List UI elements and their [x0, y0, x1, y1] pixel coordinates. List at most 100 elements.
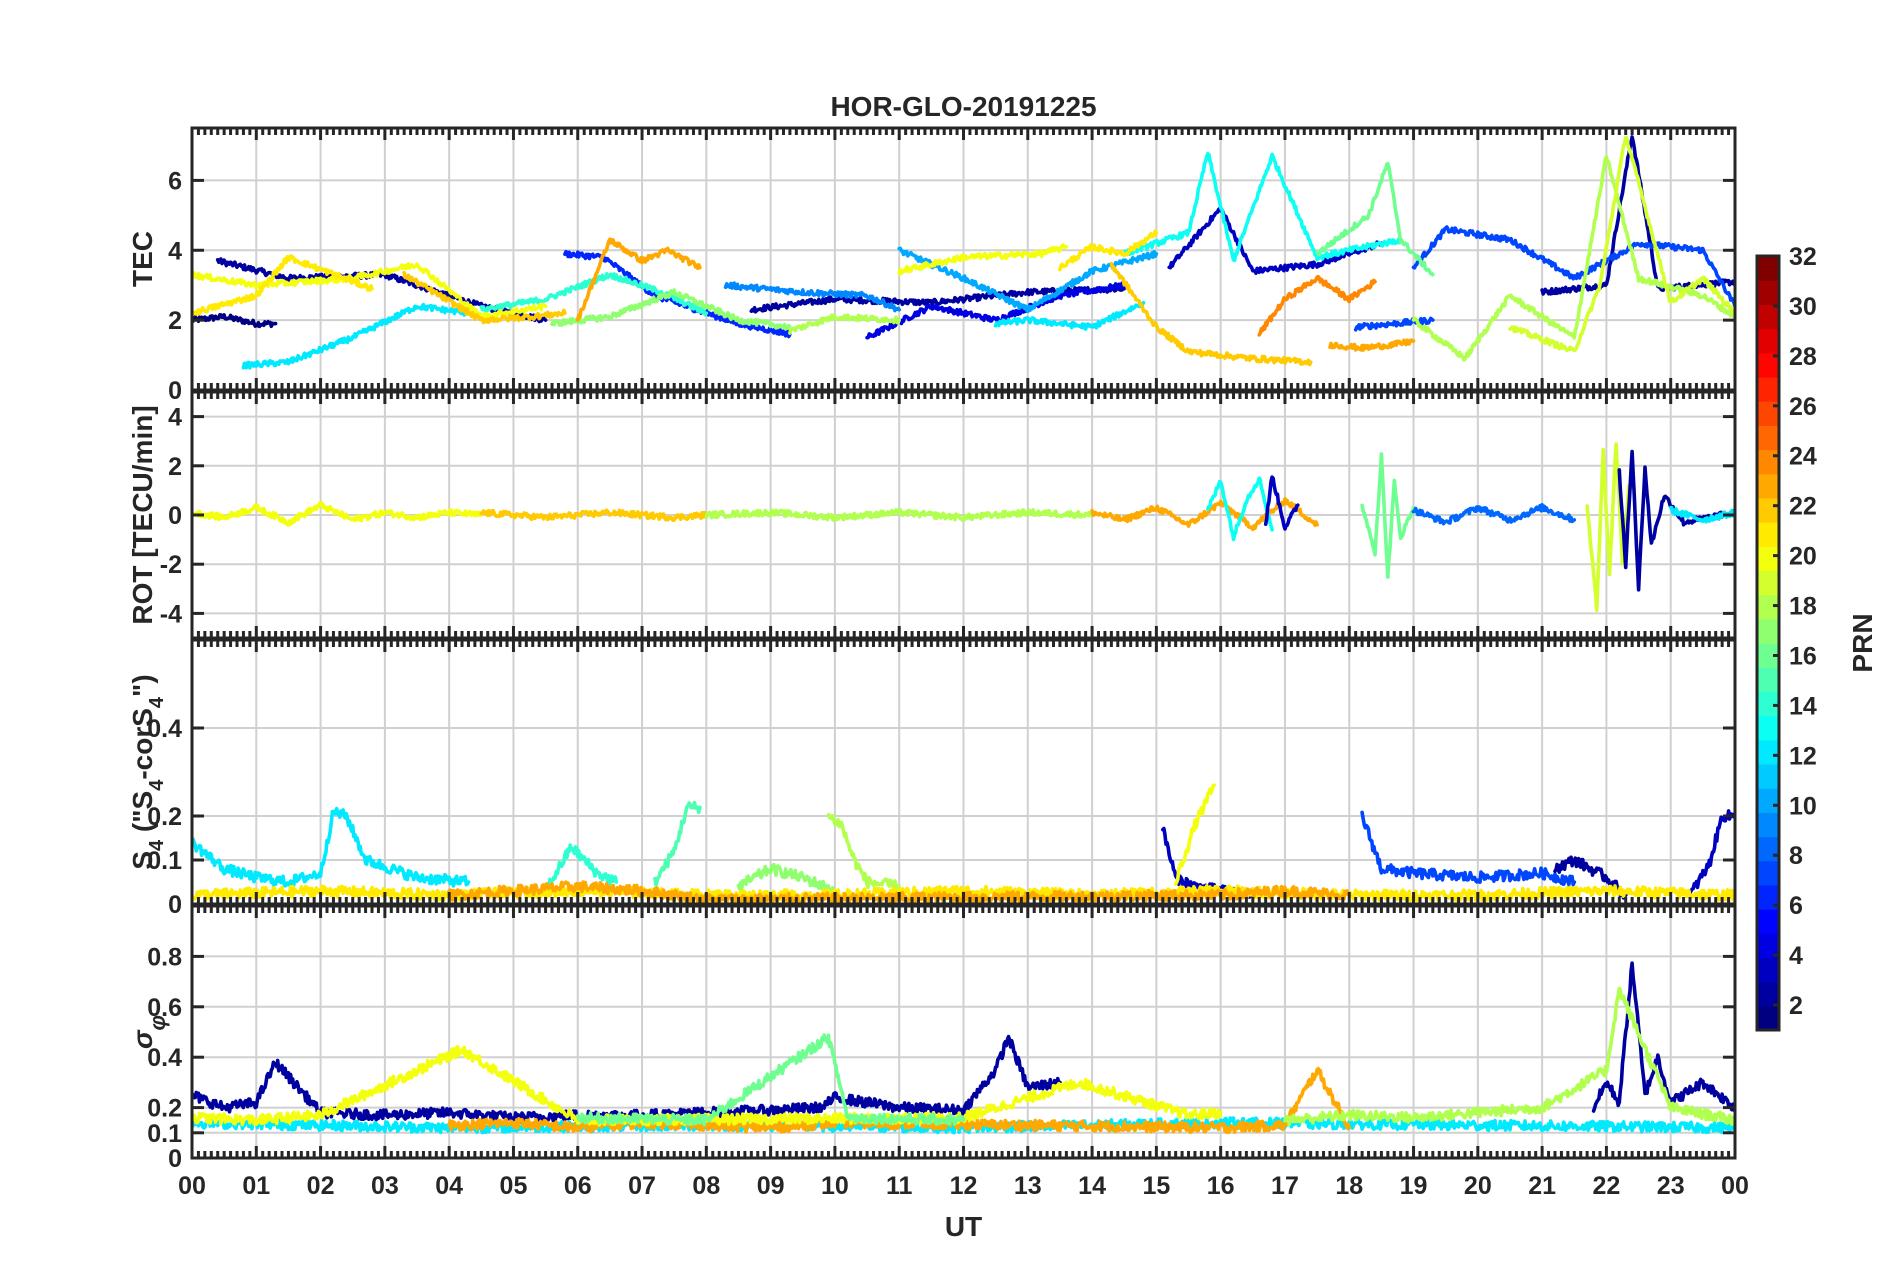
y-tick-label: 0.4	[147, 715, 182, 743]
series-line-prn-24	[1257, 274, 1377, 337]
x-tick-label: 06	[564, 1172, 592, 1200]
series-line-prn-13	[1206, 476, 1274, 542]
colorbar-band	[1757, 933, 1779, 959]
x-tick-label: 15	[1142, 1172, 1170, 1200]
series-group-tec	[192, 135, 1735, 370]
y-axis-label-rot: ROT [TECU/min]	[127, 405, 158, 624]
x-tick-label: 02	[307, 1172, 335, 1200]
series-line-prn-12	[1668, 505, 1735, 524]
colorbar-tick-label: 30	[1789, 293, 1817, 321]
series-line-prn-19	[1585, 442, 1631, 612]
series-line-prn-18	[1411, 155, 1735, 362]
colorbar-band	[1757, 570, 1779, 596]
x-tick-label: 10	[821, 1172, 849, 1200]
y-tick-label: -2	[160, 551, 182, 579]
series-line-prn-20	[897, 243, 1069, 276]
colorbar-tick-label: 28	[1789, 343, 1817, 371]
colorbar-band	[1757, 522, 1779, 547]
y-tick-label: 2	[168, 453, 182, 481]
colorbar-band	[1757, 594, 1779, 620]
y-axis-label-s4: S4 ("S4-corS4")	[127, 674, 168, 869]
colorbar-tick-label: 20	[1789, 543, 1817, 571]
series-line-prn-12	[192, 806, 471, 888]
series-group-rot	[192, 442, 1735, 612]
colorbar-band	[1757, 1005, 1779, 1031]
x-tick-label: 07	[628, 1172, 656, 1200]
y-tick-label: 0	[168, 1145, 182, 1173]
colorbar-band	[1757, 473, 1779, 499]
y-tick-label: 0.6	[147, 994, 182, 1022]
series-line-prn-21	[192, 254, 374, 318]
series-line-prn-4	[865, 281, 1126, 340]
colorbar-band	[1757, 836, 1779, 862]
y-tick-label: 0.2	[147, 1095, 182, 1123]
x-tick-label: 13	[1014, 1172, 1042, 1200]
colorbar-tick-label: 2	[1789, 992, 1803, 1020]
x-tick-label: 22	[1593, 1172, 1621, 1200]
series-line-prn-18	[1283, 986, 1735, 1127]
colorbar-frame	[1755, 254, 1781, 1032]
colorbar-band	[1757, 497, 1779, 523]
colorbar-tick-label: 10	[1789, 792, 1817, 820]
series-line-prn-22	[1109, 261, 1313, 367]
y-tick-label: 4	[168, 237, 182, 265]
x-tick-label: 11	[886, 1172, 913, 1200]
colorbar-band	[1757, 401, 1779, 426]
series-line-prn-18	[704, 508, 1094, 523]
colorbar-tick-label: 18	[1789, 593, 1817, 621]
series-line-prn-9	[723, 281, 901, 313]
y-tick-label: 0	[168, 502, 182, 530]
series-line-prn-21	[1058, 229, 1159, 272]
x-tick-label: 21	[1528, 1172, 1556, 1200]
x-tick-label: 08	[692, 1172, 720, 1200]
series-line-prn-13	[1122, 152, 1403, 263]
x-tick-label: 03	[371, 1172, 399, 1200]
x-tick-label: 09	[757, 1172, 785, 1200]
colorbar-band	[1757, 352, 1779, 378]
series-line-prn-17	[736, 862, 837, 898]
colorbar-band	[1757, 376, 1779, 402]
series-line-prn-18	[788, 313, 901, 335]
colorbar-tick-label: 24	[1789, 443, 1817, 471]
x-tick-label: 16	[1207, 1172, 1235, 1200]
x-tick-label: 20	[1464, 1172, 1492, 1200]
colorbar-tick-label: 16	[1789, 642, 1817, 670]
x-tick-label: 04	[435, 1172, 463, 1200]
x-tick-label: 05	[500, 1172, 528, 1200]
colorbar-band	[1757, 280, 1779, 305]
y-tick-label: 0.1	[147, 847, 182, 875]
series-line-prn-18	[826, 812, 901, 893]
y-tick-label: -4	[160, 600, 182, 628]
x-tick-label: 01	[242, 1172, 270, 1200]
colorbar-band	[1757, 546, 1779, 572]
series-line-prn-23	[1328, 338, 1416, 352]
series-line-prn-20	[192, 501, 484, 527]
series-line-prn-17	[550, 288, 792, 331]
series-line-prn-1	[192, 313, 278, 329]
chart-title: HOR-GLO-20191225	[830, 91, 1096, 122]
colorbar-tick-label: 14	[1789, 692, 1817, 720]
series-line-prn-12	[241, 302, 471, 370]
series-line-prn-14	[543, 843, 619, 892]
colorbar-band	[1757, 909, 1779, 934]
colorbar-band	[1757, 304, 1779, 330]
series-line-prn-3	[1167, 206, 1384, 275]
series-line-prn-7	[1353, 316, 1435, 332]
y-axis-label-tec: TEC	[127, 231, 158, 287]
x-tick-label: 18	[1335, 1172, 1363, 1200]
series-group-sigma	[192, 961, 1735, 1135]
colorbar-tick-label: 12	[1789, 742, 1817, 770]
colorbar-band	[1757, 812, 1779, 838]
colorbar-band	[1757, 957, 1779, 983]
series-line-prn-15	[653, 800, 702, 887]
colorbar-band	[1757, 618, 1779, 644]
colorbar-band	[1757, 860, 1779, 886]
y-tick-label: 0.8	[147, 943, 182, 971]
x-tick-label: 00	[178, 1172, 206, 1200]
colorbar-band	[1757, 884, 1779, 910]
colorbar-band	[1757, 715, 1779, 741]
colorbar-band	[1757, 667, 1779, 692]
series-line-prn-2	[1617, 449, 1735, 592]
colorbar-band	[1757, 739, 1779, 765]
